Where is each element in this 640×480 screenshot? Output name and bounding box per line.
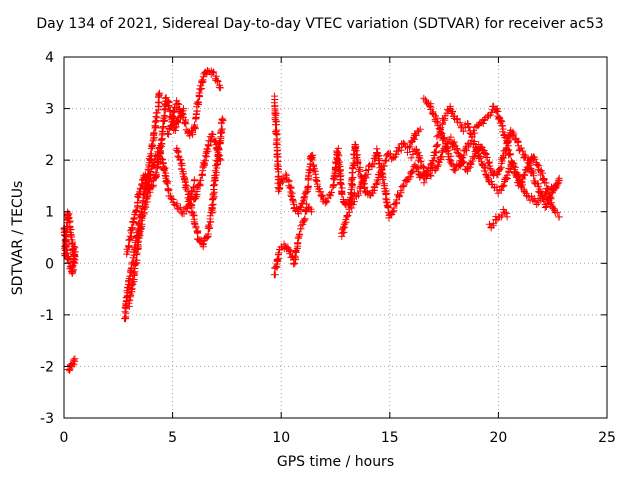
plot-frame xyxy=(63,56,608,419)
x-tick-label: 0 xyxy=(60,430,69,446)
y-tick-label: 1 xyxy=(45,205,54,221)
axis-ticks: 0 5 10 15 20 25 -3 -2 -1 0 1 2 3 4 xyxy=(40,50,616,446)
y-tick-label: 2 xyxy=(45,153,54,169)
y-tick-label: -1 xyxy=(40,308,54,324)
x-tick-label: 5 xyxy=(168,430,177,446)
x-tick-label: 10 xyxy=(272,430,290,446)
chart-title: Day 134 of 2021, Sidereal Day-to-day VTE… xyxy=(36,16,604,32)
y-tick-label: -2 xyxy=(40,359,54,375)
x-axis-label: GPS time / hours xyxy=(276,454,395,470)
y-tick-label: 3 xyxy=(45,102,54,118)
y-tick-label: -3 xyxy=(40,411,54,427)
grid-lines xyxy=(64,57,607,418)
x-tick-label: 20 xyxy=(489,430,507,446)
y-tick-label: 4 xyxy=(45,50,54,66)
x-tick-label: 15 xyxy=(381,430,399,446)
sdtvar-plus-markers xyxy=(60,67,563,374)
data-markers xyxy=(60,67,563,374)
y-tick-label: 0 xyxy=(45,256,54,272)
x-tick-label: 25 xyxy=(598,430,616,446)
